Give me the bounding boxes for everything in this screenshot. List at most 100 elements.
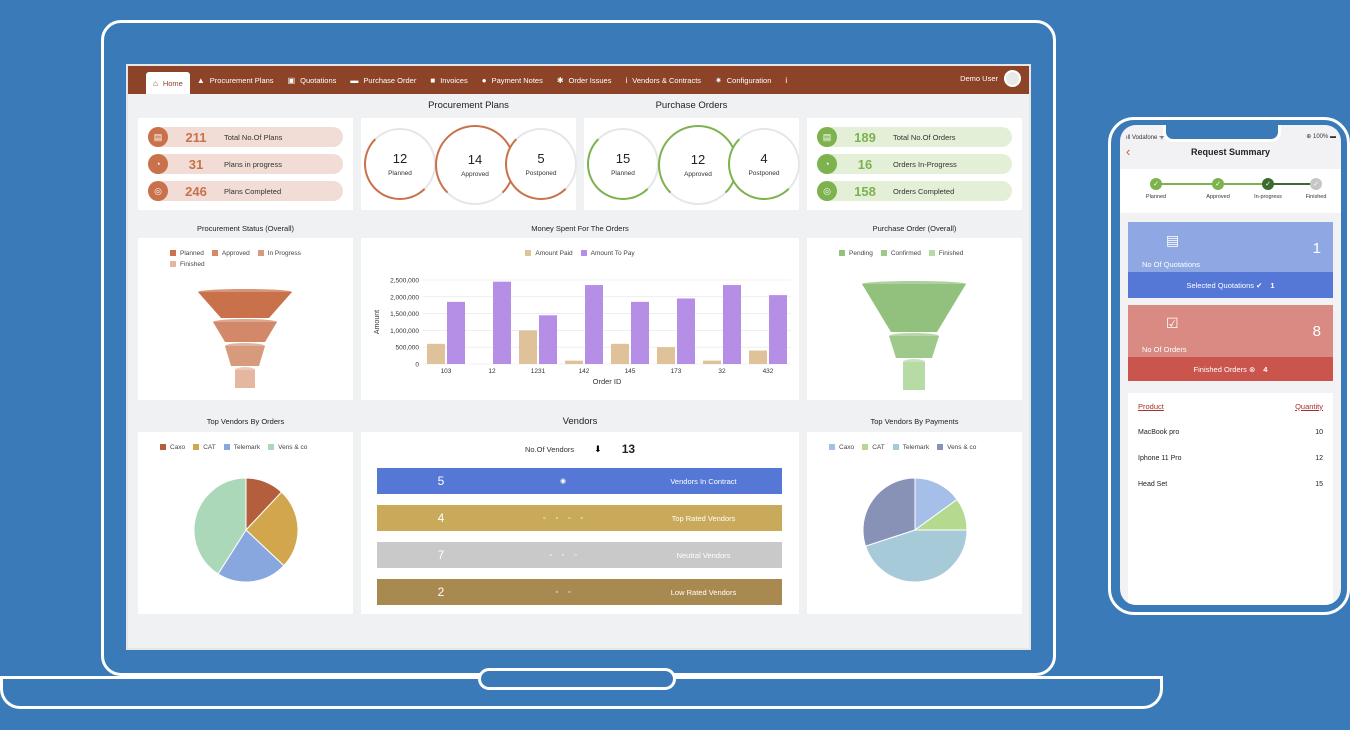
- funnel-segment-1: [213, 322, 277, 342]
- pie-slice-telemark: [217, 529, 285, 583]
- nav-item-7[interactable]: i Vendors & Contracts: [618, 70, 708, 90]
- table-row[interactable]: MacBook pro 10: [1128, 419, 1333, 445]
- vendor-row-count: 5: [437, 474, 445, 488]
- phone-title: Request Summary: [1190, 147, 1271, 157]
- vendor-count-icon: ⬇: [594, 443, 602, 454]
- x-tick-label: 103: [441, 368, 452, 375]
- stat-label: Plans Completed: [224, 186, 282, 196]
- back-arrow-icon[interactable]: ‹: [1126, 144, 1131, 159]
- nav-item-8[interactable]: ✷ Configuration: [708, 70, 778, 90]
- nav-item-label: Procurement Plans: [209, 75, 274, 85]
- bar-amount-paid: [657, 347, 675, 364]
- nav-item-0[interactable]: ⌂ Home: [146, 72, 190, 94]
- order-funnel-card: Pending Confirmed Finished: [807, 238, 1022, 400]
- money-chart-card: Amount Paid Amount To Pay 0 500,000 1,000,00…: [361, 238, 799, 400]
- nav-item-label: Payment Notes: [491, 75, 543, 85]
- nav-item-label: Configuration: [726, 75, 772, 85]
- rating-icons: ▫ ▫: [555, 588, 575, 596]
- nav-item-3[interactable]: ▬ Purchase Order: [343, 70, 423, 90]
- vendor-row-3[interactable]: 2 ▫ ▫ Low Rated Vendors: [377, 579, 782, 605]
- stat-label: Total No.Of Orders: [893, 132, 956, 142]
- legend-swatch: [892, 444, 899, 451]
- laptop-base: [0, 676, 1163, 709]
- nav-item-2[interactable]: ▣ Quotations: [281, 70, 344, 90]
- vendor-icon: i: [625, 75, 628, 85]
- selected-quotations-label: Selected Quotations ✔: [1186, 280, 1263, 290]
- chart-legend: Amount Paid Amount To Pay: [361, 250, 799, 257]
- nav-item-1[interactable]: ▲ Procurement Plans: [190, 70, 281, 90]
- ring-value: 4: [760, 151, 768, 166]
- gear-icon: ✷: [715, 75, 722, 85]
- quotations-card[interactable]: ▤ 1 No Of Quotations Selected Quotations…: [1128, 222, 1333, 298]
- legend-item: Vens & co: [937, 444, 976, 451]
- y-tick-label: 1,000,000: [390, 328, 419, 335]
- legend-label: Amount To Pay: [590, 250, 635, 257]
- legend-swatch: [211, 250, 218, 257]
- step-label: Finished: [1305, 194, 1327, 200]
- table-row[interactable]: Head Set 15: [1128, 471, 1333, 497]
- selected-quotations-bar[interactable]: Selected Quotations ✔ 1: [1128, 272, 1333, 298]
- nav-item-4[interactable]: ■ Invoices: [423, 70, 474, 90]
- stat-pill: ◎ 158 Orders Completed: [817, 181, 1012, 201]
- legend-item: In Progress: [257, 250, 301, 257]
- product-cell: Head Set: [1138, 480, 1168, 488]
- vendor-count-row: No.Of Vendors ⬇ 13: [361, 442, 799, 456]
- vendor-row-2[interactable]: 7 ▫ ▫ ▫ Neutral Vendors: [377, 542, 782, 568]
- procurement-funnel-card: Planned Approved In Progress Finished: [138, 238, 353, 400]
- x-tick-label: 12: [488, 368, 496, 375]
- product-cell: Iphone 11 Pro: [1138, 454, 1182, 462]
- nav-item-6[interactable]: ✱ Order Issues: [550, 70, 619, 90]
- order-issues-icon: ✱: [556, 75, 564, 85]
- invoice-icon: ■: [430, 75, 436, 85]
- vendor-row-1[interactable]: 4 ▫ ▫ ▫ ▫ Top Rated Vendors: [377, 505, 782, 531]
- legend-label: Pending: [849, 250, 873, 257]
- progress-stepper: ✓ Planned ✓ Approved ✓ In-progress ✓ Finished: [1120, 169, 1341, 213]
- x-tick-label: 142: [579, 368, 590, 375]
- payment-icon: ●: [481, 75, 487, 85]
- nav-item-5[interactable]: ● Payment Notes: [475, 70, 550, 90]
- laptop-hinge: [478, 668, 676, 690]
- finished-orders-bar[interactable]: Finished Orders ⊗ 4: [1128, 357, 1333, 381]
- dashboard-screen: ⌂ Home ▲ Procurement Plans ▣ Quotations ▬ Purch…: [126, 64, 1031, 650]
- bar-amount-paid: [519, 330, 537, 364]
- x-tick-label: 173: [671, 368, 682, 375]
- pie-chart: [193, 477, 299, 583]
- stat-pill: ◔ 31 Plans in progress: [148, 154, 343, 174]
- ring-label: Planned: [388, 170, 412, 177]
- procurement-plans-title: Procurement Plans: [428, 100, 509, 111]
- legend-item: Finished: [928, 250, 963, 257]
- pie-slice-telemark: [864, 529, 968, 583]
- column-header[interactable]: Product: [1138, 401, 1164, 411]
- ring-value: 14: [467, 152, 483, 167]
- nav-item-label: Purchase Order: [363, 75, 417, 85]
- nav-item-9[interactable]: i: [778, 70, 799, 90]
- funnel-segment-3: [235, 370, 255, 388]
- avatar[interactable]: [1004, 70, 1021, 87]
- plans-icon: ▲: [196, 75, 205, 85]
- stat-icon: ◎: [148, 181, 168, 201]
- quotations-label: No Of Quotations: [1142, 260, 1200, 269]
- vendor-count-label: No.Of Vendors: [524, 444, 575, 454]
- phone-notch: [1163, 125, 1281, 142]
- stat-icon: ▤: [817, 127, 837, 147]
- legend-item: Caxo: [829, 444, 854, 451]
- vendor-row-0[interactable]: 5 ◉ Vendors In Contract: [377, 468, 782, 494]
- stat-value: 31: [188, 156, 204, 172]
- legend-item: CAT: [193, 444, 216, 451]
- table-row[interactable]: Iphone 11 Pro 12: [1128, 445, 1333, 471]
- x-tick-label: 32: [718, 368, 726, 375]
- orders-count: 8: [1312, 323, 1321, 340]
- money-spent-title: Money Spent For The Orders: [531, 224, 629, 233]
- column-header[interactable]: Quantity: [1295, 401, 1323, 411]
- status-ring: 4 Postponed: [728, 128, 800, 200]
- ring-label: Planned: [611, 170, 635, 177]
- vendors-title: Vendors: [562, 416, 598, 427]
- phone-frame: [1108, 117, 1350, 615]
- stat-icon: ◔: [817, 154, 837, 174]
- user-menu[interactable]: Demo User: [960, 70, 1021, 87]
- legend-item: Telemark: [223, 444, 260, 451]
- battery-text: ⊕ 100% ▬: [1306, 134, 1336, 140]
- legend-label: Vens & co: [947, 444, 977, 451]
- orders-card[interactable]: ☑ 8 No Of Orders Finished Orders ⊗ 4: [1128, 305, 1333, 381]
